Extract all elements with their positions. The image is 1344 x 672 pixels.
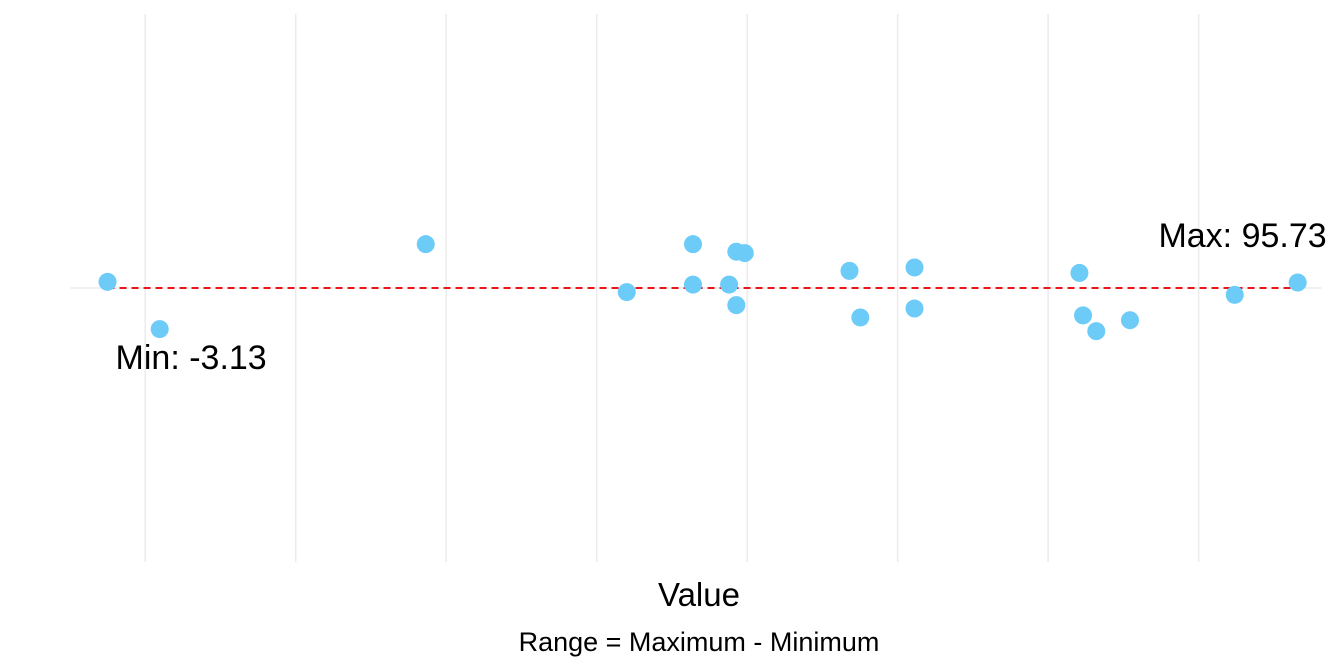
data-point [851, 308, 870, 327]
data-point [1087, 322, 1106, 341]
data-point [1074, 306, 1093, 325]
data-point [905, 258, 924, 277]
data-point [150, 320, 169, 339]
max-annotation: Max: 95.73 [1158, 217, 1326, 255]
data-point [735, 244, 754, 263]
data-point [1288, 273, 1307, 292]
data-point [416, 235, 435, 254]
data-point [98, 272, 117, 291]
data-point [683, 235, 702, 254]
data-point [727, 296, 746, 315]
data-point [720, 275, 739, 294]
data-point [840, 261, 859, 280]
data-points [98, 235, 1307, 341]
min-annotation: Min: -3.13 [116, 339, 267, 377]
data-point [617, 283, 636, 302]
data-point [1225, 285, 1244, 304]
data-point [905, 299, 924, 318]
x-axis-title: Value [658, 576, 740, 613]
data-point [1070, 263, 1089, 282]
data-point [683, 275, 702, 294]
chart-caption: Range = Maximum - Minimum [519, 627, 880, 657]
data-point [1120, 311, 1139, 330]
